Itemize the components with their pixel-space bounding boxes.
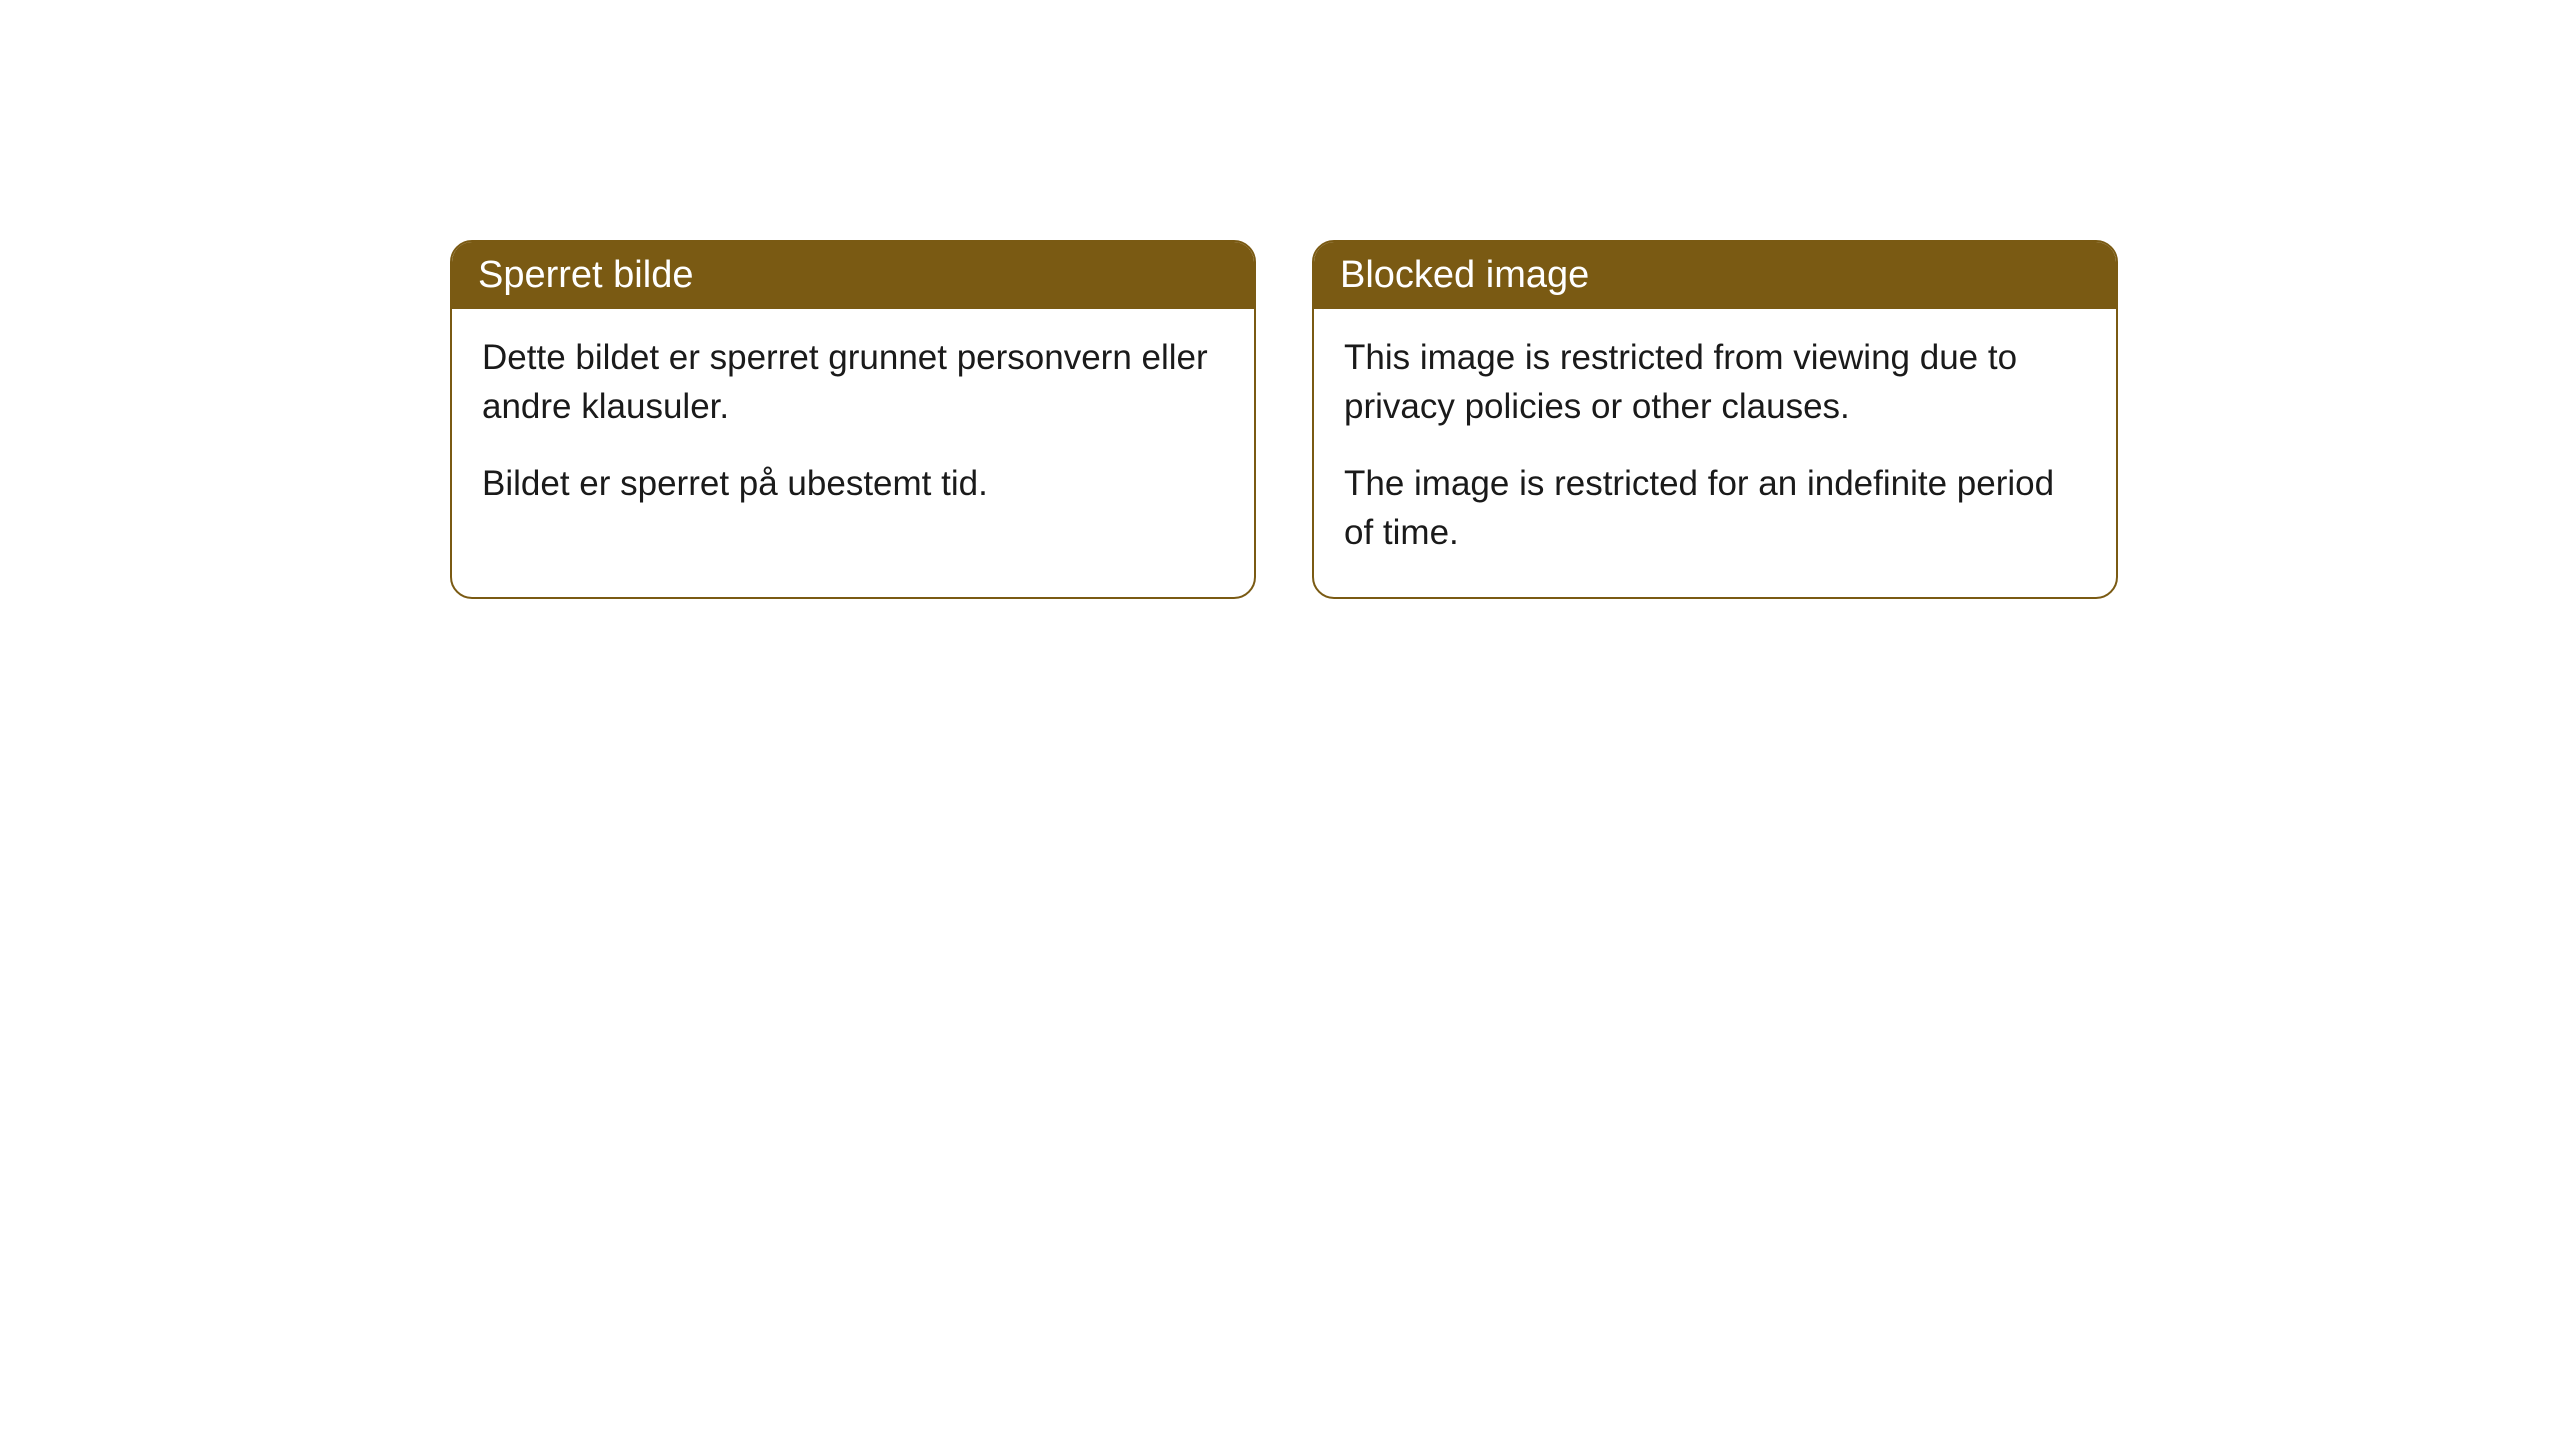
card-title: Sperret bilde [478, 254, 693, 296]
card-title: Blocked image [1340, 254, 1589, 296]
card-norwegian: Sperret bilde Dette bildet er sperret gr… [450, 240, 1256, 599]
card-paragraph-1: This image is restricted from viewing du… [1344, 333, 2086, 431]
card-paragraph-1: Dette bildet er sperret grunnet personve… [482, 333, 1224, 431]
card-paragraph-2: Bildet er sperret på ubestemt tid. [482, 459, 1224, 508]
card-paragraph-2: The image is restricted for an indefinit… [1344, 459, 2086, 557]
card-header-norwegian: Sperret bilde [452, 242, 1254, 309]
card-header-english: Blocked image [1314, 242, 2116, 309]
card-body-english: This image is restricted from viewing du… [1314, 309, 2116, 597]
card-english: Blocked image This image is restricted f… [1312, 240, 2118, 599]
card-body-norwegian: Dette bildet er sperret grunnet personve… [452, 309, 1254, 548]
cards-container: Sperret bilde Dette bildet er sperret gr… [450, 240, 2560, 599]
